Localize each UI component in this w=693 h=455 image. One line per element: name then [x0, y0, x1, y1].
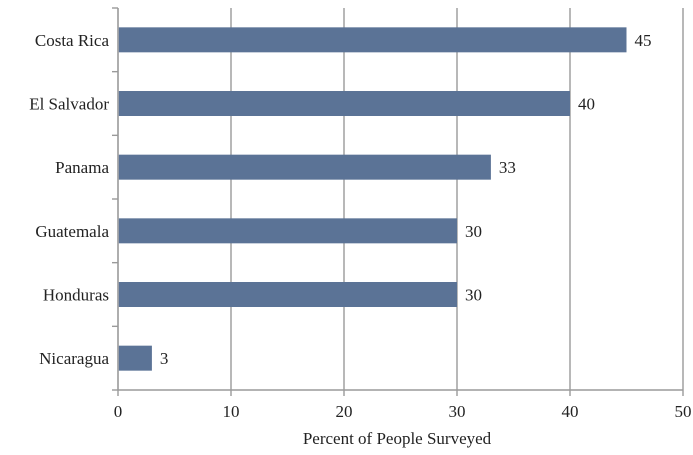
axes: [112, 7, 684, 396]
data-label-nicaragua: 3: [160, 349, 169, 368]
category-label-guatemala: Guatemala: [35, 222, 109, 241]
x-tick-label-0: 0: [114, 402, 123, 421]
category-label-costa-rica: Costa Rica: [35, 31, 110, 50]
category-label-panama: Panama: [55, 158, 109, 177]
bars: [118, 27, 627, 371]
bar-honduras: [118, 282, 458, 307]
x-tick-label-10: 10: [223, 402, 240, 421]
category-label-honduras: Honduras: [43, 286, 109, 305]
x-tick-label-40: 40: [562, 402, 579, 421]
bar-el-salvador: [118, 91, 571, 116]
labels: 0 10 20 30 40 50 Costa Rica 45 El Salvador 40 Pana…: [29, 31, 691, 421]
x-tick-label-50: 50: [675, 402, 692, 421]
data-label-honduras: 30: [465, 286, 482, 305]
category-label-el-salvador: El Salvador: [29, 95, 109, 114]
bar-guatemala: [118, 218, 458, 244]
x-axis-title: Percent of People Surveyed: [303, 429, 492, 448]
grid-lines: [230, 8, 684, 390]
data-label-el-salvador: 40: [578, 95, 595, 114]
bar-costa-rica: [118, 27, 627, 53]
category-label-nicaragua: Nicaragua: [39, 349, 109, 368]
bar-nicaragua: [118, 345, 152, 371]
data-label-guatemala: 30: [465, 222, 482, 241]
x-tick-label-20: 20: [336, 402, 353, 421]
data-label-panama: 33: [499, 158, 516, 177]
data-label-costa-rica: 45: [635, 31, 652, 50]
x-tick-label-30: 30: [449, 402, 466, 421]
bar-panama: [118, 154, 491, 180]
